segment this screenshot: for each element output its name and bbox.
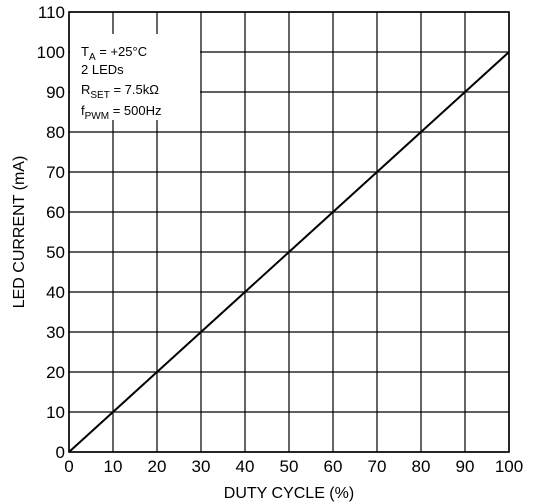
x-tick-label-80: 80 [412,457,431,476]
y-tick-labels: 0 10 20 30 40 50 60 70 80 90 100 110 [37,3,65,462]
y-tick-label-0: 0 [56,443,65,462]
condition-line-0: TA = +25°C [81,44,147,63]
x-tick-label-20: 20 [148,457,167,476]
condition-value-3: = 500Hz [109,103,161,118]
condition-line-3: fPWM = 500Hz [81,103,161,122]
x-tick-labels: 0 10 20 30 40 50 60 70 80 90 100 [64,457,523,476]
plot-border [68,11,510,453]
y-tick-label-90: 90 [46,83,65,102]
series-line-0 [68,51,510,453]
x-tick-label-10: 10 [104,457,123,476]
condition-value-2: = 7.5kΩ [110,82,159,97]
y-tick-label-30: 30 [46,323,65,342]
y-tick-label-110: 110 [38,3,65,22]
x-tick-label-50: 50 [280,457,299,476]
condition-main-0: T [81,44,89,59]
x-tick-label-0: 0 [64,457,73,476]
condition-main-3: f [81,103,85,118]
x-tick-label-70: 70 [368,457,387,476]
y-tick-label-70: 70 [46,163,65,182]
y-tick-label-50: 50 [46,243,65,262]
condition-value-0: = +25°C [96,44,147,59]
y-axis-title: LED CURRENT (mA) [11,156,28,309]
condition-subscript-2: SET [90,90,109,101]
y-tick-label-60: 60 [46,203,65,222]
y-tick-label-80: 80 [46,123,65,142]
x-tick-label-100: 100 [495,457,523,476]
plot-frame [68,11,510,453]
conditions-box [70,34,200,120]
condition-main-1: 2 LEDs [81,62,124,77]
x-tick-label-60: 60 [324,457,343,476]
x-tick-label-40: 40 [236,457,255,476]
y-tick-label-100: 100 [37,43,65,62]
y-tick-label-20: 20 [46,363,65,382]
condition-main-2: R [81,82,90,97]
y-tick-label-40: 40 [46,283,65,302]
condition-subscript-3: PWM [85,111,109,122]
series-layer [68,51,510,453]
y-tick-label-10: 10 [46,403,65,422]
x-axis-title: DUTY CYCLE (%) [224,485,354,502]
condition-line-1: 2 LEDs [81,62,124,77]
x-tick-label-30: 30 [192,457,211,476]
x-tick-label-90: 90 [456,457,475,476]
condition-line-2: RSET = 7.5kΩ [81,82,159,101]
condition-subscript-0: A [89,52,96,63]
